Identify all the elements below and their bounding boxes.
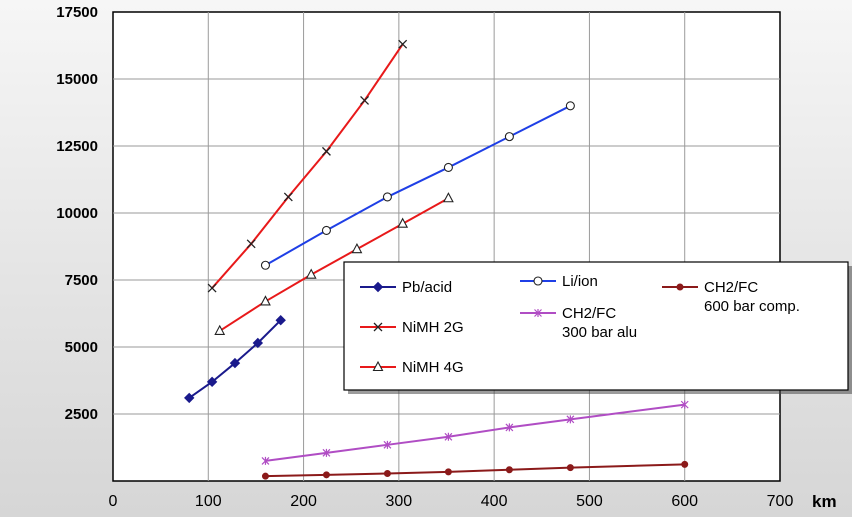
- data-point: [504, 132, 514, 142]
- data-point: [442, 192, 454, 203]
- x-tick-label: 500: [576, 493, 603, 510]
- x-axis-label: km: [812, 492, 837, 511]
- data-point: [261, 472, 269, 480]
- data-point: [207, 283, 217, 293]
- data-point: [351, 243, 363, 254]
- legend-label: CH2/FC: [562, 305, 616, 322]
- x-tick-label: 0: [109, 493, 118, 510]
- legend-item: Li/ion: [520, 273, 598, 290]
- legend-swatch-marker: [373, 322, 383, 332]
- legend-swatch-marker: [676, 283, 684, 291]
- legend-label: Pb/acid: [402, 279, 452, 296]
- series-nimh-2g: [207, 39, 408, 293]
- y-tick-label: 5000: [65, 339, 98, 356]
- legend-item: CH2/FC 600 bar comp.: [662, 279, 800, 315]
- x-tick-label: 200: [290, 493, 317, 510]
- data-point: [565, 101, 575, 111]
- y-tick-label: 2500: [65, 406, 98, 423]
- legend-label: CH2/FC: [704, 279, 758, 296]
- data-point: [505, 466, 513, 474]
- data-point: [382, 192, 392, 202]
- x-tick-label: 400: [481, 493, 508, 510]
- data-point: [360, 95, 370, 105]
- data-point: [252, 337, 264, 349]
- series-ch2-fc-300-bar-alu: [261, 400, 689, 465]
- data-point: [229, 357, 241, 369]
- x-tick-label: 700: [767, 493, 794, 510]
- legend-swatch-marker: [533, 276, 543, 286]
- x-tick-label: 300: [386, 493, 413, 510]
- x-tick-label: 100: [195, 493, 222, 510]
- legend-item: CH2/FC 300 bar alu: [520, 305, 637, 341]
- y-tick-label: 10000: [56, 205, 98, 222]
- data-point: [206, 376, 218, 388]
- y-tick-label: 17500: [56, 4, 98, 21]
- legend-item: Pb/acid: [360, 279, 452, 296]
- y-tick-label: 15000: [56, 71, 98, 88]
- data-point: [398, 39, 408, 49]
- data-point: [397, 217, 409, 228]
- data-point: [322, 471, 330, 479]
- data-point: [322, 448, 331, 457]
- series-li-ion: [260, 101, 575, 270]
- legend-label: 300 bar alu: [562, 324, 637, 341]
- data-point: [566, 464, 574, 472]
- series-nimh-4g: [214, 192, 454, 335]
- legend-label: NiMH 2G: [402, 319, 464, 336]
- data-point: [383, 469, 391, 477]
- legend-swatch-marker: [372, 360, 384, 372]
- x-tick-label: 600: [671, 493, 698, 510]
- data-point: [283, 192, 293, 202]
- series-ch2-fc-600-bar-comp: [261, 460, 689, 480]
- data-point: [680, 400, 689, 409]
- legend-label: NiMH 4G: [402, 359, 464, 376]
- data-point: [260, 295, 271, 306]
- data-point: [246, 239, 256, 249]
- y-tick-label: 12500: [56, 138, 98, 155]
- data-point: [681, 460, 689, 468]
- data-point: [214, 324, 226, 335]
- series-line: [219, 197, 449, 332]
- legend-item: NiMH 2G: [360, 319, 464, 336]
- data-point: [444, 432, 453, 441]
- y-tick-label: 7500: [65, 272, 98, 289]
- data-point: [321, 225, 331, 235]
- data-point: [184, 392, 195, 404]
- legend: Pb/acid NiMH 2G NiMH 4G Li/ion CH2/FC 300 bar…: [343, 261, 852, 394]
- legend-box: [343, 261, 849, 391]
- legend-label: Li/ion: [562, 273, 598, 290]
- legend-swatch-marker: [534, 309, 542, 317]
- legend-label: 600 bar comp.: [704, 298, 800, 315]
- series-pb-acid: [184, 314, 286, 404]
- plot-area: [112, 11, 781, 482]
- series-line: [264, 104, 571, 267]
- legend-item: NiMH 4G: [360, 359, 464, 376]
- data-point: [444, 468, 452, 476]
- data-point: [566, 415, 575, 424]
- series-line: [211, 43, 404, 289]
- data-point: [305, 268, 317, 279]
- legend-swatch-marker: [372, 281, 384, 293]
- data-point: [260, 260, 271, 270]
- data-point: [261, 456, 270, 465]
- data-point: [443, 162, 453, 172]
- data-point: [383, 440, 392, 449]
- data-point: [275, 314, 286, 326]
- data-point: [505, 423, 514, 432]
- data-point: [321, 146, 331, 156]
